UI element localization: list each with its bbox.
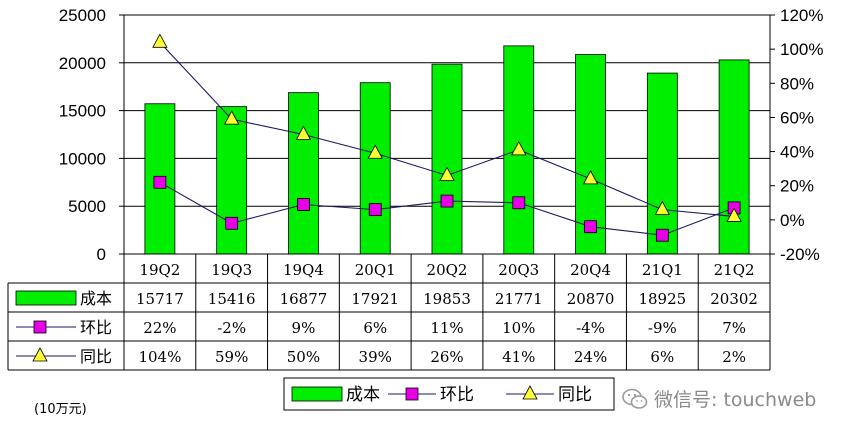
point [295, 125, 312, 140]
point [153, 175, 167, 189]
bar [359, 82, 391, 255]
row-label: 环比 [80, 318, 112, 337]
table-cell: 21771 [495, 290, 543, 308]
point [439, 166, 455, 181]
y-right-tick-label: 20% [780, 177, 814, 196]
x-tick-label: 19Q3 [211, 261, 252, 279]
bar [216, 106, 248, 255]
x-tick-label: 20Q2 [427, 261, 468, 279]
table-cell: 59% [215, 348, 248, 366]
table-cell: 10% [502, 319, 535, 337]
row-label: 成本 [80, 289, 112, 308]
x-tick-label: 19Q2 [139, 261, 180, 279]
table-cell: -9% [648, 319, 677, 337]
watermark: 微信号: touchweb [622, 385, 816, 412]
point [405, 387, 419, 401]
y-right-tick-label: 100% [780, 40, 823, 59]
point [152, 33, 168, 48]
point [440, 194, 454, 208]
table-cell: 15416 [208, 290, 256, 308]
y-left-tick-label: 5000 [68, 197, 106, 216]
point [33, 320, 47, 334]
table-cell: 20302 [710, 290, 758, 308]
table-cell: 6% [650, 348, 674, 366]
table-cell: 104% [138, 348, 181, 366]
bar [718, 59, 750, 255]
y-right-tick-label: 60% [780, 108, 814, 127]
table-cell: 7% [722, 319, 746, 337]
point [726, 207, 742, 222]
y-left-tick-label: 0 [97, 245, 106, 264]
data-table: 19Q2 19Q3 19Q4 20Q1 20Q2 20Q3 20Q4 21Q1 21Q2 成本 15… [7, 253, 771, 371]
table-cell: -4% [576, 319, 605, 337]
table-cell: 19853 [423, 290, 471, 308]
legend-label: 同比 [558, 385, 592, 405]
point [582, 170, 599, 185]
table-cell: 20870 [567, 290, 615, 308]
point [223, 110, 240, 125]
y-right-tick-label: 40% [780, 143, 814, 162]
point [654, 200, 671, 216]
point [655, 228, 669, 242]
x-tick-label: 21Q1 [642, 261, 683, 279]
point [522, 385, 538, 400]
table-cell: 11% [430, 319, 463, 337]
table-cell: 9% [292, 319, 316, 337]
point [225, 216, 239, 230]
y-left-tick-label: 10000 [59, 149, 106, 168]
point [584, 220, 597, 234]
wechat-icon [622, 388, 648, 409]
point [32, 347, 48, 362]
y-right-tick-label: -20% [780, 245, 820, 264]
point [368, 203, 382, 217]
point [297, 198, 310, 211]
y-right-tick-label: 120% [780, 6, 823, 25]
point [367, 144, 383, 159]
point [511, 141, 527, 156]
row-key [15, 290, 77, 306]
legend: 成本 环比 同比 [283, 377, 615, 411]
row-label: 同比 [80, 347, 112, 366]
table-cell: 39% [359, 348, 392, 366]
legend-key [291, 386, 343, 402]
table-cell: 17921 [351, 290, 399, 308]
table-cell: 24% [574, 348, 607, 366]
y-right-tick-label: 0% [780, 211, 805, 230]
x-tick-label: 19Q4 [283, 261, 324, 279]
y-left-tick-label: 25000 [59, 6, 106, 25]
table-cell: 15717 [136, 290, 184, 308]
lines [152, 33, 742, 242]
x-tick-label: 21Q2 [714, 261, 755, 279]
y-left-tick-label: 15000 [59, 102, 106, 121]
y-left-tick-label: 20000 [59, 54, 106, 73]
y-right-tick-label: 80% [780, 74, 814, 93]
bar [288, 92, 319, 255]
table-cell: 26% [430, 348, 463, 366]
point [512, 196, 526, 210]
table-cell: 6% [363, 319, 387, 337]
table-cell: 41% [502, 348, 535, 366]
table-cell: 16877 [280, 290, 328, 308]
unit-note: (10万元) [34, 402, 87, 417]
table-cell: 22% [143, 319, 176, 337]
table-cell: -2% [217, 319, 246, 337]
x-tick-label: 20Q4 [570, 261, 611, 279]
watermark-text: 微信号: touchweb [654, 389, 817, 411]
table-cell: 18925 [638, 290, 686, 308]
axes: 0 5000 10000 15000 20000 25000 -20% 0% 20% 40% 60%… [59, 6, 824, 264]
legend-label: 成本 [346, 385, 380, 405]
x-tick-label: 20Q1 [355, 261, 396, 279]
table-cell: 2% [722, 348, 746, 366]
bar [646, 72, 678, 255]
x-tick-label: 20Q3 [498, 261, 539, 279]
bar [431, 63, 463, 255]
legend-label: 环比 [440, 385, 474, 405]
table-cell: 50% [287, 348, 320, 366]
